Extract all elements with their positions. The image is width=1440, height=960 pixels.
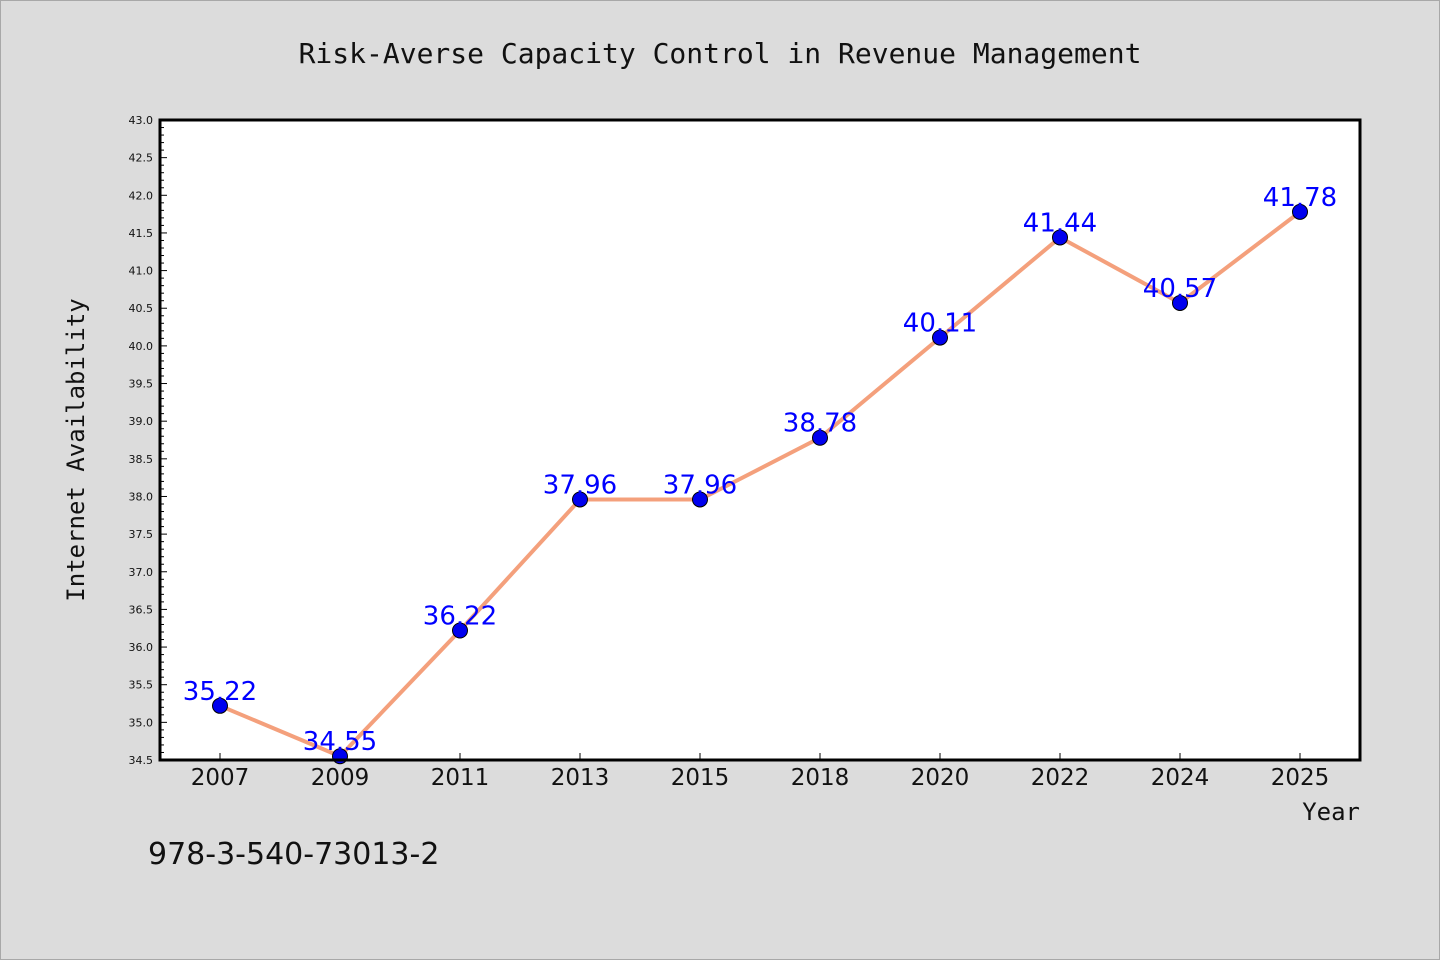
x-tick-label: 2022: [1031, 765, 1090, 791]
y-tick-label: 34.5: [129, 754, 154, 767]
data-point-marker: [1292, 203, 1308, 220]
x-axis: 2007 2009 2011 2013 2015 2018 2020 2022 2024 2025: [191, 753, 1330, 791]
x-tick-label: 2009: [311, 765, 370, 791]
data-point-marker: [212, 697, 228, 714]
y-axis: 34.5 35.0 35.5 36.0 36.5 37.0 37.5 38.0 38.5 39.0…: [129, 114, 167, 767]
data-label: 37.96: [543, 470, 617, 500]
y-tick-label: 39.5: [129, 378, 154, 391]
data-point-marker: [932, 329, 948, 346]
y-tick-label: 38.5: [129, 453, 154, 466]
x-tick-label: 2011: [431, 765, 490, 791]
x-axis-label: Year: [1302, 798, 1360, 826]
y-tick-label: 35.5: [129, 679, 154, 692]
data-point-marker: [452, 622, 468, 639]
data-point-marker: [812, 429, 828, 446]
data-label: 36.22: [423, 601, 497, 631]
data-label: 41.78: [1263, 183, 1337, 213]
series-line-group: [218, 209, 1302, 759]
x-tick-label: 2025: [1271, 765, 1330, 791]
y-tick-label: 40.0: [129, 340, 154, 353]
y-tick-label: 41.0: [129, 265, 154, 278]
y-tick-label: 35.0: [129, 716, 154, 729]
data-label: 34.55: [303, 727, 377, 757]
data-label: 41.44: [1023, 208, 1097, 238]
data-point-marker: [1052, 229, 1068, 246]
y-tick-label: 42.5: [129, 152, 154, 165]
data-label: 38.78: [783, 409, 857, 439]
y-tick-label: 42.0: [129, 189, 154, 202]
marker-group: [212, 203, 1308, 765]
x-tick-label: 2018: [791, 765, 850, 791]
y-tick-label: 38.0: [129, 490, 154, 503]
y-tick-label: 36.0: [129, 641, 154, 654]
data-point-marker: [1172, 294, 1188, 311]
data-point-marker: [572, 491, 588, 508]
y-tick-label: 37.5: [129, 528, 154, 541]
y-tick-label: 37.0: [129, 566, 154, 579]
data-label-group: 35.22 34.55 36.22 37.96 37.96 38.78 40.11 41.44…: [183, 183, 1337, 757]
data-label: 40.11: [903, 309, 977, 339]
data-label: 40.57: [1143, 274, 1217, 304]
y-tick-label: 41.5: [129, 227, 154, 240]
x-tick-label: 2007: [191, 765, 250, 791]
y-tick-label: 36.5: [129, 603, 154, 616]
x-tick-label: 2013: [551, 765, 610, 791]
plot-border: [158, 118, 1362, 762]
x-tick-label: 2020: [911, 765, 970, 791]
isbn-text: 978-3-540-73013-2: [148, 837, 439, 872]
chart-title: Risk-Averse Capacity Control in Revenue …: [299, 37, 1142, 70]
y-axis-label: Internet Availability: [62, 298, 90, 601]
x-tick-label: 2024: [1151, 765, 1210, 791]
x-tick-label: 2015: [671, 765, 730, 791]
y-tick-label: 39.0: [129, 415, 154, 428]
y-tick-label: 40.5: [129, 302, 154, 315]
plot-area: [160, 120, 1360, 760]
data-point-marker: [692, 491, 708, 508]
data-label: 37.96: [663, 470, 737, 500]
data-label: 35.22: [183, 677, 257, 707]
series-line: [218, 209, 1302, 759]
y-tick-label: 43.0: [129, 114, 154, 127]
